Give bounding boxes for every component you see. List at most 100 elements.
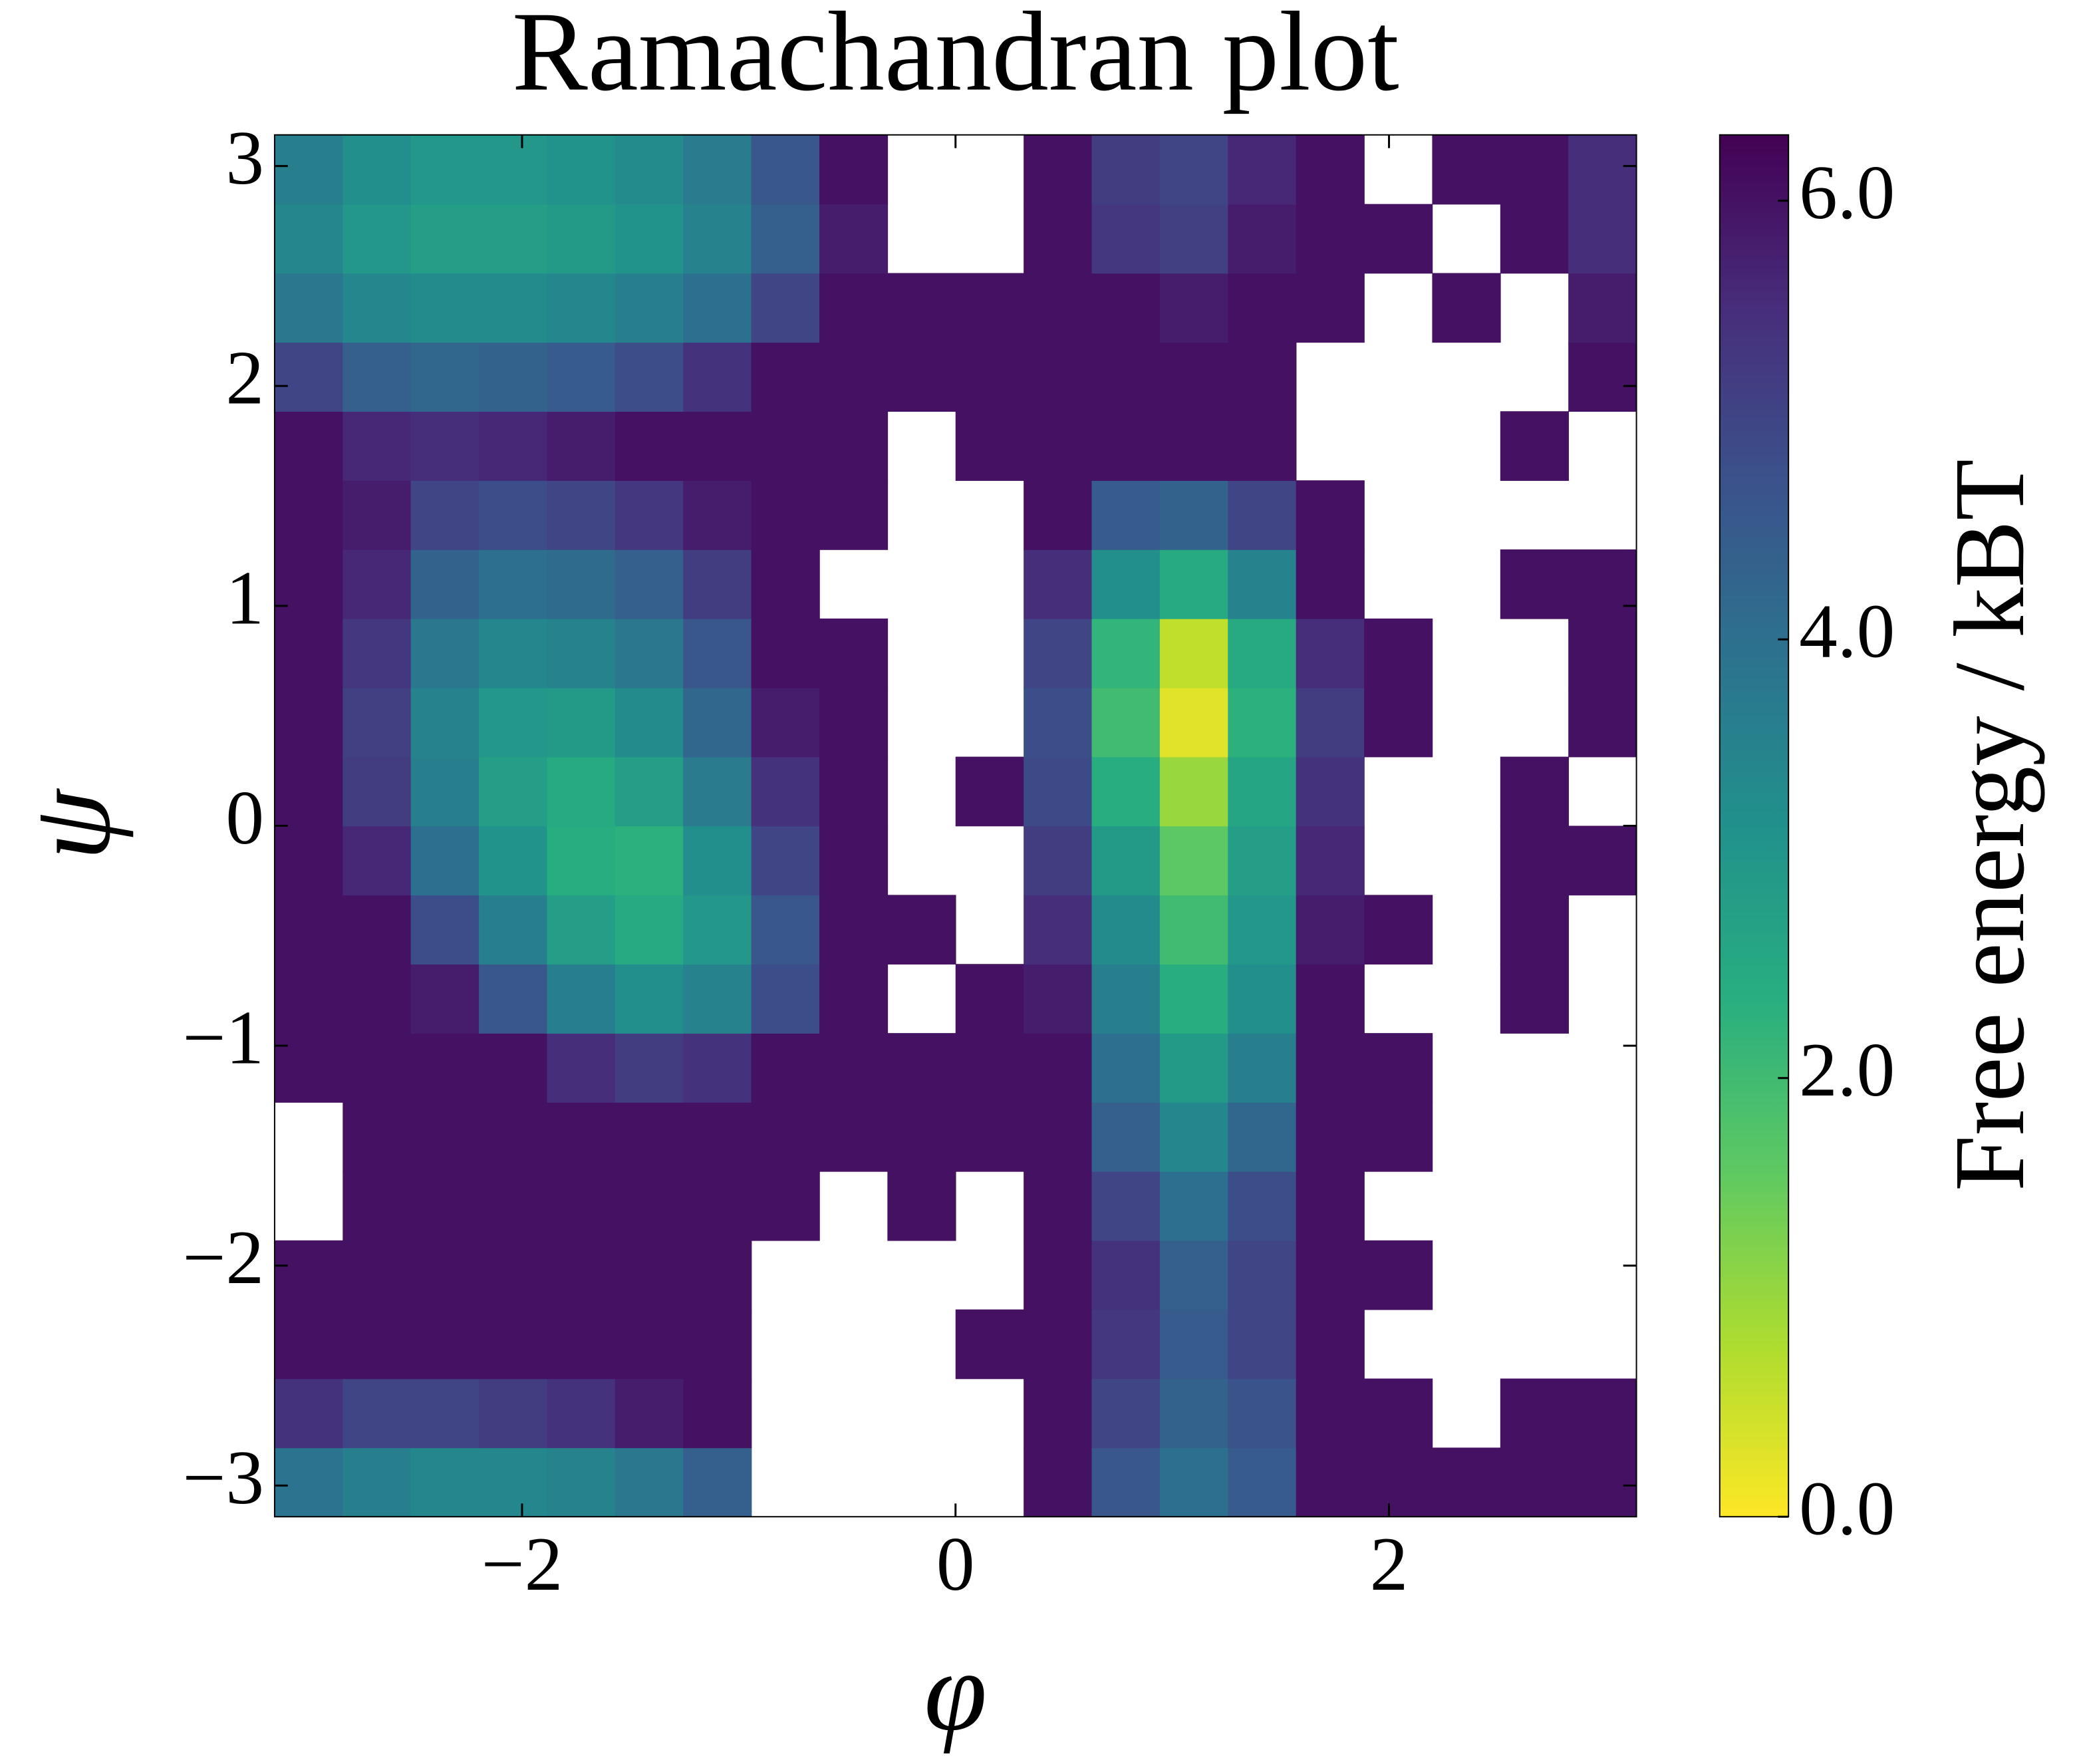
heatmap-cell xyxy=(819,204,889,274)
colorbar-tick-label: 0.0 xyxy=(1799,1466,1895,1551)
heatmap-cell xyxy=(887,1033,956,1103)
heatmap-cell xyxy=(343,964,412,1034)
heatmap-cell xyxy=(683,618,752,688)
heatmap-cell xyxy=(615,480,684,550)
heatmap-cell xyxy=(751,411,820,481)
heatmap-cell xyxy=(547,480,616,550)
heatmap-cell xyxy=(615,1378,684,1449)
heatmap-cell xyxy=(1024,1240,1093,1310)
heatmap-cell xyxy=(1091,1447,1161,1518)
heatmap-cell xyxy=(683,964,752,1034)
heatmap-cell xyxy=(1091,480,1161,550)
heatmap-cell xyxy=(615,687,684,758)
heatmap-cell xyxy=(274,549,344,619)
heatmap-cell xyxy=(683,1033,752,1103)
heatmap-cell xyxy=(1159,756,1229,827)
heatmap-cell xyxy=(683,1309,752,1380)
heatmap-cell xyxy=(1500,825,1569,896)
heatmap-cell xyxy=(1091,342,1161,412)
heatmap-cell xyxy=(1364,1102,1433,1172)
heatmap-cell xyxy=(343,480,412,550)
heatmap-cell xyxy=(615,964,684,1034)
heatmap-cell xyxy=(1024,204,1093,274)
heatmap-cell xyxy=(615,1309,684,1380)
heatmap-cell xyxy=(479,1033,548,1103)
heatmap-cell xyxy=(343,1171,412,1241)
heatmap-cell xyxy=(547,618,616,688)
heatmap-cell xyxy=(1024,1447,1093,1518)
heatmap-cell xyxy=(343,1033,412,1103)
heatmap-cell xyxy=(1228,1309,1297,1380)
heatmap-cell xyxy=(547,1447,616,1518)
heatmap-cell xyxy=(1024,964,1093,1034)
heatmap-cell xyxy=(479,756,548,827)
heatmap-cell xyxy=(751,964,820,1034)
heatmap-cell xyxy=(1228,825,1297,896)
heatmap-cell xyxy=(1228,342,1297,412)
heatmap-cell xyxy=(343,687,412,758)
heatmap-cell xyxy=(274,342,344,412)
heatmap-cell xyxy=(479,549,548,619)
heatmap-cell xyxy=(1024,895,1093,965)
heatmap-cell xyxy=(1364,1447,1433,1518)
heatmap-cell xyxy=(1296,825,1365,896)
y-axis-label: ψ xyxy=(8,788,134,861)
heatmap-cell xyxy=(1364,895,1433,965)
heatmap-cell xyxy=(1091,411,1161,481)
heatmap-cell xyxy=(887,342,956,412)
heatmap-cell xyxy=(1568,1378,1637,1449)
heatmap-cell xyxy=(1228,549,1297,619)
heatmap-cell xyxy=(343,134,412,205)
heatmap-cell xyxy=(1568,204,1637,274)
heatmap-cell xyxy=(343,895,412,965)
heatmap-cell xyxy=(1159,1378,1229,1449)
heatmap-cell xyxy=(615,618,684,688)
heatmap-cell xyxy=(547,1309,616,1380)
heatmap-cell xyxy=(479,411,548,481)
heatmap-cell xyxy=(1296,273,1365,343)
heatmap-cell xyxy=(1568,549,1637,619)
heatmap-cell xyxy=(410,480,480,550)
heatmap-cell xyxy=(479,1309,548,1380)
heatmap-cell xyxy=(1296,687,1365,758)
heatmap-cell xyxy=(1296,964,1365,1034)
heatmap-cell xyxy=(615,549,684,619)
heatmap-cell xyxy=(1159,134,1229,205)
heatmap-cell xyxy=(1500,1447,1569,1518)
heatmap-cell xyxy=(819,134,889,205)
heatmap-cell xyxy=(615,1033,684,1103)
heatmap-cell xyxy=(955,273,1024,343)
heatmap-cell xyxy=(1228,895,1297,965)
heatmap-cell xyxy=(343,1447,412,1518)
heatmap-cell xyxy=(410,134,480,205)
heatmap-cell xyxy=(751,134,820,205)
heatmap-cell xyxy=(410,1309,480,1380)
heatmap-cell xyxy=(1296,204,1365,274)
heatmap-cell xyxy=(1296,1102,1365,1172)
heatmap-cell xyxy=(1296,618,1365,688)
y-tick-label: −1 xyxy=(182,995,264,1080)
heatmap-cell xyxy=(343,825,412,896)
x-tick-label: 0 xyxy=(936,1521,975,1606)
heatmap-cell xyxy=(683,687,752,758)
heatmap-cell xyxy=(1091,687,1161,758)
heatmap-cell xyxy=(1500,756,1569,827)
heatmap-cell xyxy=(343,411,412,481)
heatmap-cell xyxy=(1228,273,1297,343)
heatmap-cell xyxy=(479,687,548,758)
heatmap-cell xyxy=(819,1033,889,1103)
heatmap-cell xyxy=(479,342,548,412)
heatmap-cell xyxy=(410,1033,480,1103)
heatmap-cell xyxy=(683,204,752,274)
heatmap-cell xyxy=(1228,1447,1297,1518)
heatmap-cell xyxy=(547,204,616,274)
heatmap-cell xyxy=(751,825,820,896)
heatmap-cell xyxy=(751,756,820,827)
heatmap-cell xyxy=(410,342,480,412)
heatmap-cell xyxy=(547,895,616,965)
heatmap-cell xyxy=(1568,273,1637,343)
heatmap-cell xyxy=(615,756,684,827)
heatmap-cell xyxy=(615,273,684,343)
heatmap-cell xyxy=(683,134,752,205)
colorbar-tick-label: 6.0 xyxy=(1799,150,1895,235)
